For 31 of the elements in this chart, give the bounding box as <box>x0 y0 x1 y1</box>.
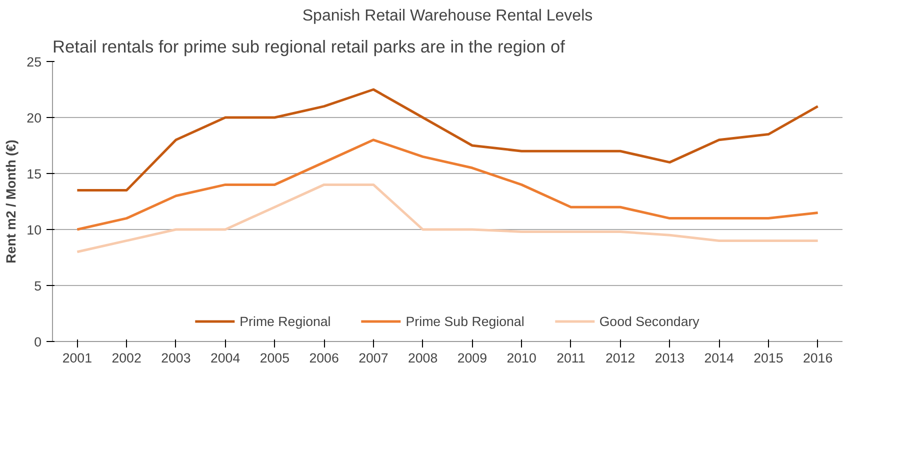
x-tick-label: 2004 <box>210 350 241 366</box>
line-series <box>76 138 820 231</box>
x-tick-label: 2007 <box>358 350 388 366</box>
line-series <box>76 88 820 192</box>
x-tick-label: 2005 <box>260 350 290 366</box>
chart-title: Spanish Retail Warehouse Rental Levels <box>302 8 593 24</box>
x-tick-label: 2010 <box>506 350 536 366</box>
x-tick-label: 2012 <box>605 350 636 366</box>
y-tick-label: 5 <box>34 278 42 294</box>
y-tick-label: 0 <box>34 334 42 350</box>
x-tick-label: 2011 <box>556 350 586 366</box>
x-tick-label: 2008 <box>408 350 438 366</box>
legend-label: Prime Regional <box>240 314 331 328</box>
text: Retail rentals for prime sub regional retail parks are in the region of <box>52 36 566 56</box>
legend-label: Prime Sub Regional <box>406 314 524 328</box>
x-tick-label: 2014 <box>704 350 734 366</box>
x-tick-label: 2013 <box>654 350 685 366</box>
x-tick-label: 2015 <box>754 350 784 366</box>
x-tick-label: 2003 <box>161 350 191 366</box>
x-tick-label: 2009 <box>457 350 488 366</box>
x-tick-label: 2006 <box>309 350 339 366</box>
y-tick-label: 15 <box>26 166 42 182</box>
line-series <box>76 183 820 254</box>
x-tick-label: 2001 <box>62 350 92 366</box>
x-tick-label: 2002 <box>112 350 142 366</box>
legend-label: Good Secondary <box>599 314 700 328</box>
y-tick-label: 25 <box>26 54 42 70</box>
x-tick-label: 2016 <box>802 350 833 366</box>
y-tick-label: 20 <box>26 110 42 126</box>
y-axis-title: Rent m2 / Month (€) <box>4 140 19 264</box>
y-tick-label: 10 <box>26 222 42 238</box>
